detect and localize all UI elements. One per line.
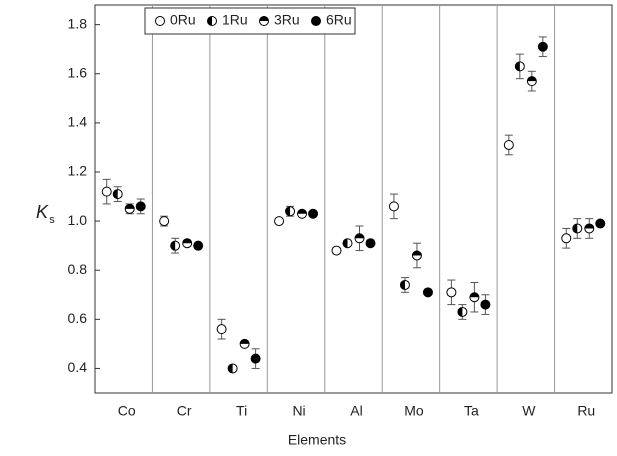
data-point: [446, 287, 457, 298]
y-tick-label: 0.8: [68, 261, 88, 277]
data-point: [422, 287, 433, 298]
x-tick-label: Ru: [577, 403, 595, 419]
data-point: [457, 306, 468, 317]
data-point: [342, 238, 353, 249]
x-tick-label: Al: [350, 403, 362, 419]
x-tick-label: Mo: [404, 403, 424, 419]
data-point: [170, 240, 181, 251]
data-point: [159, 216, 170, 227]
data-point: [227, 363, 238, 374]
x-axis-label: Elements: [288, 432, 346, 448]
x-tick-label: Co: [118, 403, 136, 419]
data-point: [480, 299, 491, 310]
y-tick-label: 1.2: [68, 163, 88, 179]
legend-label: 3Ru: [274, 12, 300, 28]
legend-marker: [259, 16, 269, 26]
data-point: [308, 208, 319, 219]
legend-label: 1Ru: [222, 12, 248, 28]
data-point: [399, 279, 410, 290]
data-point: [193, 240, 204, 251]
x-tick-label: Ni: [292, 403, 305, 419]
x-tick-label: Ti: [236, 403, 247, 419]
data-point: [297, 208, 308, 219]
data-point: [561, 233, 572, 244]
data-point: [388, 201, 399, 212]
data-point: [537, 41, 548, 52]
data-point: [595, 218, 606, 229]
x-tick-label: Cr: [177, 403, 192, 419]
x-tick-label: Ta: [464, 403, 479, 419]
data-point: [285, 206, 296, 217]
x-tick-label: W: [522, 403, 536, 419]
data-point: [584, 223, 595, 234]
legend-label: 6Ru: [326, 12, 352, 28]
data-point: [250, 353, 261, 364]
data-point: [469, 292, 480, 303]
y-axis-label-subscript: s: [49, 214, 55, 226]
data-point: [182, 238, 193, 249]
data-point: [124, 203, 135, 214]
data-point: [135, 201, 146, 212]
legend-label: 0Ru: [170, 12, 196, 28]
legend-marker: [207, 16, 217, 26]
y-tick-label: 0.6: [68, 310, 88, 326]
data-point: [101, 186, 112, 197]
data-point: [572, 223, 583, 234]
plot-frame: [94, 4, 613, 394]
data-point: [274, 216, 285, 227]
data-point: [526, 76, 537, 87]
y-axis-label: K: [36, 202, 49, 222]
data-point: [514, 61, 525, 72]
data-point: [411, 250, 422, 261]
legend-marker: [155, 16, 165, 26]
data-point: [365, 238, 376, 249]
legend-marker: [311, 16, 321, 26]
data-point: [216, 324, 227, 335]
data-point: [331, 245, 342, 256]
data-point: [354, 233, 365, 244]
y-tick-label: 1.8: [68, 15, 88, 31]
y-tick-label: 1.6: [68, 64, 88, 80]
data-point: [112, 189, 123, 200]
y-tick-label: 1.4: [68, 114, 88, 130]
data-point: [503, 139, 514, 150]
data-point: [239, 338, 250, 349]
y-tick-label: 1.0: [68, 212, 88, 228]
y-tick-label: 0.4: [68, 359, 88, 375]
